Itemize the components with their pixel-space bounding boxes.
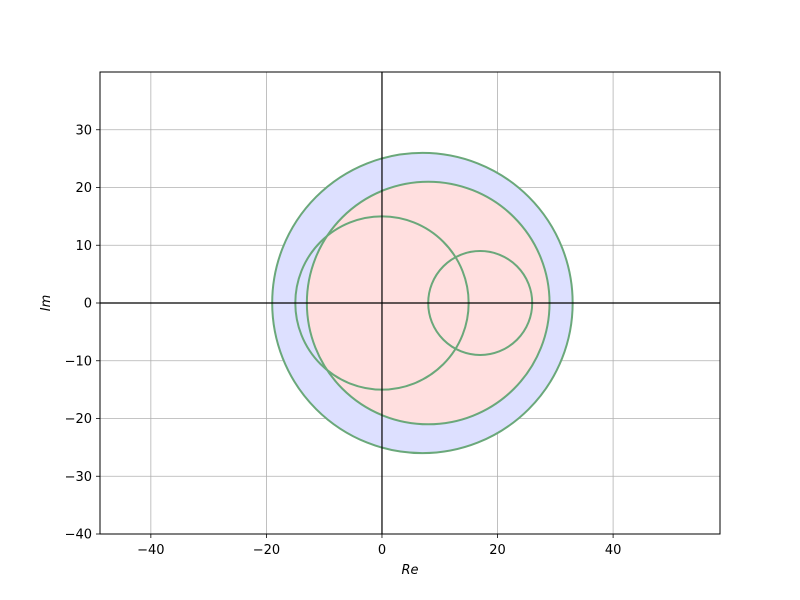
x-tick-label: 40 <box>605 543 622 558</box>
y-tick-label: −20 <box>65 412 92 427</box>
y-tick-label: −30 <box>65 470 92 485</box>
zero-axes <box>100 72 720 534</box>
y-axis-label: Im <box>39 295 54 312</box>
x-tick-label: 0 <box>378 543 386 558</box>
x-tick-label: −20 <box>253 543 280 558</box>
x-tick-label: 20 <box>489 543 506 558</box>
y-tick-label: 0 <box>84 297 92 312</box>
y-tick-label: 20 <box>75 181 92 196</box>
x-tick-label: −40 <box>137 543 164 558</box>
x-axis-label: Re <box>401 563 418 578</box>
y-tick-label: −10 <box>65 354 92 369</box>
y-tick-label: −40 <box>65 528 92 543</box>
y-tick-label: 10 <box>75 239 92 254</box>
ticks: −40 −20 0 20 40 −40 −30 −20 −10 0 10 20 30 <box>65 123 622 558</box>
y-tick-label: 30 <box>75 123 92 138</box>
